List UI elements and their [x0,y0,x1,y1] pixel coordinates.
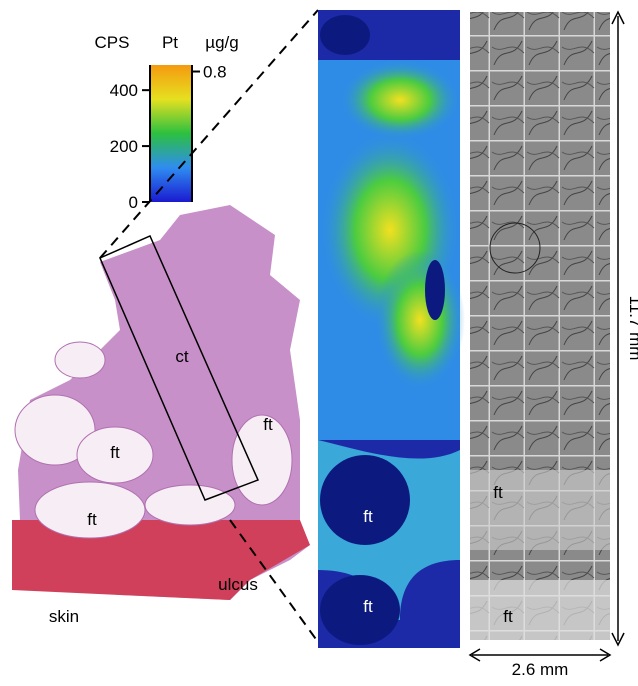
label: ft [263,415,273,434]
label: ft [110,443,120,462]
histology-image [12,205,310,600]
label: ft [87,510,97,529]
height-label: 11.7 mm [626,296,638,361]
tick-label: 0 [129,193,138,212]
cps-label: CPS [95,33,130,52]
label: ft [363,597,373,616]
width-label: 2.6 mm [512,660,569,679]
label: ft [363,507,373,526]
figure: CPS Pt µg/g 02004000.8 ct ft ft ft skin … [0,0,638,681]
tick-label: 200 [110,137,138,156]
label: ulcus [218,575,258,594]
heatmap-image [318,10,465,648]
tick-label: 400 [110,81,138,100]
micrograph-image [470,12,610,640]
unit-label: µg/g [205,33,238,52]
tick-label: 0.8 [203,63,227,82]
label: ft [493,483,503,502]
label: skin [49,607,79,626]
colorbar [150,65,192,202]
element-label: Pt [162,33,178,52]
label: ft [503,607,513,626]
label: ct [175,347,189,366]
